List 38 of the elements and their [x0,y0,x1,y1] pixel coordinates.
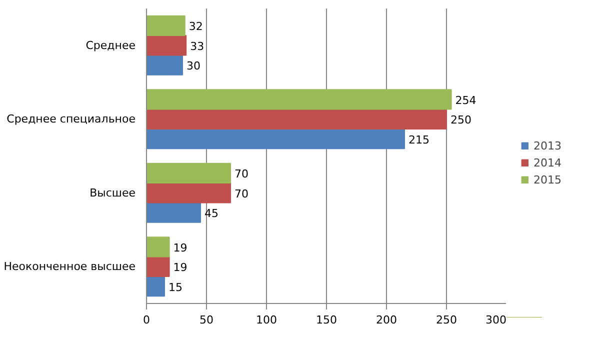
data-label: 19 [173,261,188,274]
legend-label: 2013 [534,139,562,152]
bar [146,162,231,184]
data-label: 250 [450,114,472,127]
legend-label: 2014 [534,156,562,169]
x-tick-label: 0 [143,314,150,326]
y-tick-label: Высшее [90,186,136,200]
x-tick-label: 300 [486,314,507,326]
bar [146,236,170,258]
bar [146,202,201,223]
bar [146,89,452,110]
data-label: 70 [234,187,248,200]
bar [146,35,187,56]
x-tick-label: 200 [376,314,397,326]
legend-label: 2015 [534,173,562,186]
bar [146,276,165,297]
bar [146,128,405,150]
x-tick-label: 50 [200,314,214,326]
data-label: 215 [408,133,430,146]
bar [146,182,231,204]
data-label: 30 [186,60,200,73]
y-tick-label: Среднее [86,38,136,52]
x-tick-label: 150 [316,314,337,326]
data-label: 19 [173,241,188,254]
y-tick-label: Неоконченное высшее [4,260,136,274]
data-label: 32 [188,20,203,34]
y-tick-label: Среднее специальное [6,112,136,126]
bar [146,15,186,36]
data-label: 70 [234,168,248,181]
data-label: 15 [168,280,182,294]
x-tick-label: 100 [256,314,277,326]
bar [146,256,170,277]
data-label: 33 [190,40,204,53]
bar [146,54,183,76]
data-label: 45 [204,207,218,220]
bar [146,108,447,130]
data-label: 254 [455,94,476,107]
x-tick-label: 250 [436,314,457,326]
